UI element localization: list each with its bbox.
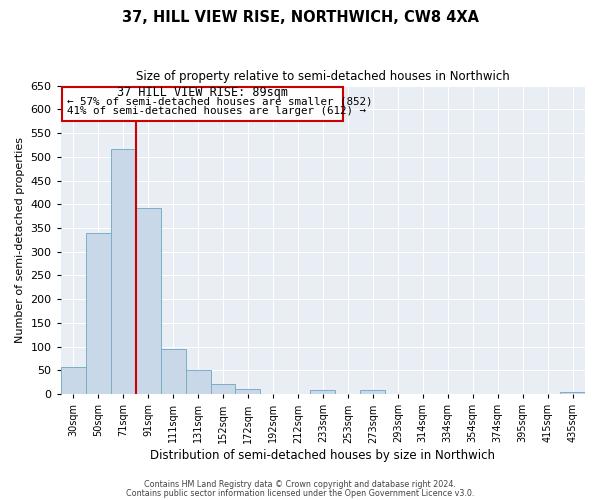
Bar: [61, 367, 86, 394]
Text: 41% of semi-detached houses are larger (612) →: 41% of semi-detached houses are larger (…: [67, 106, 366, 116]
Bar: [361, 390, 385, 394]
Text: Contains public sector information licensed under the Open Government Licence v3: Contains public sector information licen…: [126, 488, 474, 498]
Text: Contains HM Land Registry data © Crown copyright and database right 2024.: Contains HM Land Registry data © Crown c…: [144, 480, 456, 489]
Text: 37 HILL VIEW RISE: 89sqm: 37 HILL VIEW RISE: 89sqm: [117, 86, 288, 98]
Bar: [310, 390, 335, 394]
Bar: [560, 392, 585, 394]
Bar: [110, 148, 136, 394]
Bar: [185, 370, 211, 394]
Bar: [235, 390, 260, 394]
FancyBboxPatch shape: [62, 86, 343, 121]
Bar: [161, 349, 185, 394]
Text: ← 57% of semi-detached houses are smaller (852): ← 57% of semi-detached houses are smalle…: [67, 96, 373, 106]
Bar: [86, 232, 110, 394]
Y-axis label: Number of semi-detached properties: Number of semi-detached properties: [15, 137, 25, 343]
Bar: [211, 384, 235, 394]
Text: 37, HILL VIEW RISE, NORTHWICH, CW8 4XA: 37, HILL VIEW RISE, NORTHWICH, CW8 4XA: [121, 10, 479, 25]
Title: Size of property relative to semi-detached houses in Northwich: Size of property relative to semi-detach…: [136, 70, 510, 83]
Bar: [136, 208, 161, 394]
X-axis label: Distribution of semi-detached houses by size in Northwich: Distribution of semi-detached houses by …: [151, 450, 496, 462]
